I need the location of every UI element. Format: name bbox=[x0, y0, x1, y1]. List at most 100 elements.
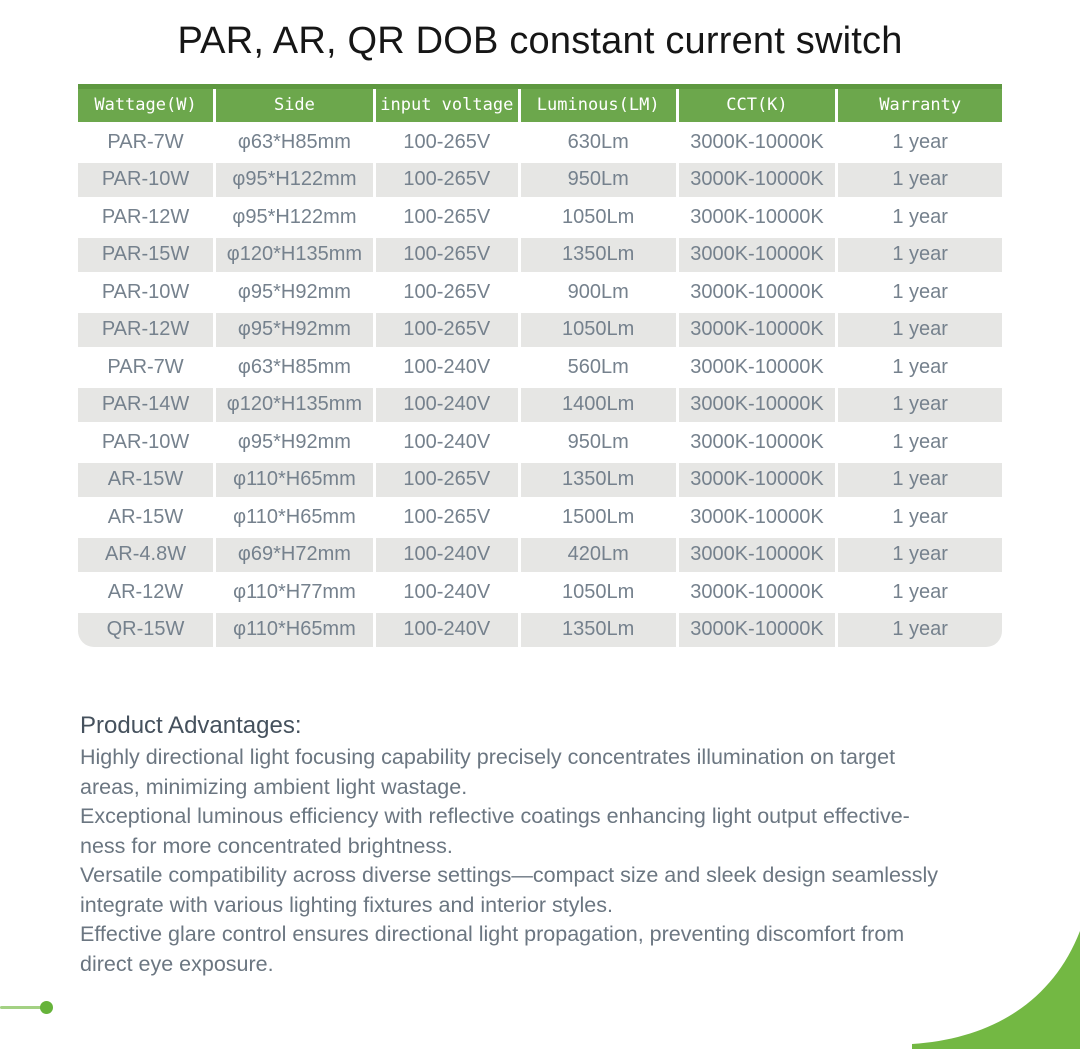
corner-swoosh-decoration bbox=[912, 931, 1080, 1049]
product-advantages-section: Product Advantages: Highly directional l… bbox=[80, 712, 1070, 979]
table-cell: 1 year bbox=[838, 350, 1002, 385]
table-cell: φ120*H135mm bbox=[216, 387, 373, 422]
table-cell: 3000K-10000K bbox=[678, 425, 836, 460]
table-cell: 420Lm bbox=[520, 537, 676, 572]
table-cell: φ110*H65mm bbox=[216, 500, 373, 535]
table-row: AR-12W φ110*H77mm 100-240V 1050Lm 3000K-1000… bbox=[78, 575, 1002, 610]
table-cell: 1350Lm bbox=[520, 612, 676, 647]
table-cell: 1 year bbox=[838, 612, 1002, 647]
table-cell: 3000K-10000K bbox=[678, 462, 836, 497]
advantage-paragraph: Exceptional luminous efficiency with ref… bbox=[80, 804, 910, 858]
advantage-paragraph: Versatile compatibility across diverse s… bbox=[80, 863, 938, 917]
table-cell: 1 year bbox=[838, 237, 1002, 272]
table-cell: 1 year bbox=[838, 387, 1002, 422]
table-cell: 1 year bbox=[838, 500, 1002, 535]
table-cell: PAR-7W bbox=[78, 350, 214, 385]
table-cell: φ63*H85mm bbox=[216, 125, 373, 160]
table-cell: 1050Lm bbox=[520, 200, 676, 235]
table-cell: 950Lm bbox=[520, 162, 676, 197]
table-row: PAR-14W φ120*H135mm 100-240V 1400Lm 3000K-10… bbox=[78, 387, 1002, 422]
table-cell: 1 year bbox=[838, 275, 1002, 310]
table-cell: 3000K-10000K bbox=[678, 537, 836, 572]
table-cell: 900Lm bbox=[520, 275, 676, 310]
table-cell: PAR-10W bbox=[78, 275, 214, 310]
table-cell: AR-15W bbox=[78, 462, 214, 497]
table-cell: 1400Lm bbox=[520, 387, 676, 422]
accent-line-decoration bbox=[0, 1006, 42, 1009]
table-cell: 1 year bbox=[838, 125, 1002, 160]
table-row: PAR-12W φ95*H122mm 100-265V 1050Lm 3000K-100… bbox=[78, 200, 1002, 235]
column-header-side: Side bbox=[216, 84, 373, 122]
table-cell: φ95*H92mm bbox=[216, 312, 373, 347]
table-cell: QR-15W bbox=[78, 612, 214, 647]
table-cell: 100-265V bbox=[375, 500, 518, 535]
table-cell: 1350Lm bbox=[520, 237, 676, 272]
column-header-input-voltage: input voltage bbox=[375, 84, 518, 122]
table-cell: 3000K-10000K bbox=[678, 312, 836, 347]
table-cell: 100-265V bbox=[375, 462, 518, 497]
column-header-cct: CCT(K) bbox=[678, 84, 836, 122]
table-cell: 3000K-10000K bbox=[678, 500, 836, 535]
table-row: PAR-12W φ95*H92mm 100-265V 1050Lm 3000K-1000… bbox=[78, 312, 1002, 347]
table-cell: φ110*H77mm bbox=[216, 575, 373, 610]
table-cell: 3000K-10000K bbox=[678, 125, 836, 160]
table-row: AR-15W φ110*H65mm 100-265V 1500Lm 3000K-1000… bbox=[78, 500, 1002, 535]
advantage-paragraph: Effective glare control ensures directio… bbox=[80, 922, 905, 976]
table-cell: PAR-12W bbox=[78, 200, 214, 235]
table-cell: AR-4.8W bbox=[78, 537, 214, 572]
table-cell: φ95*H122mm bbox=[216, 200, 373, 235]
spec-table-body: PAR-7W φ63*H85mm 100-265V 630Lm 3000K-10000K… bbox=[78, 125, 1002, 647]
table-cell: 1500Lm bbox=[520, 500, 676, 535]
table-cell: 1 year bbox=[838, 575, 1002, 610]
table-cell: 100-240V bbox=[375, 537, 518, 572]
table-cell: 100-265V bbox=[375, 275, 518, 310]
table-cell: 100-240V bbox=[375, 575, 518, 610]
table-row: PAR-7W φ63*H85mm 100-265V 630Lm 3000K-10000K… bbox=[78, 125, 1002, 160]
table-cell: 1 year bbox=[838, 162, 1002, 197]
table-cell: φ110*H65mm bbox=[216, 612, 373, 647]
table-cell: φ95*H92mm bbox=[216, 425, 373, 460]
table-cell: 3000K-10000K bbox=[678, 350, 836, 385]
table-row: PAR-7W φ63*H85mm 100-240V 560Lm 3000K-10000K… bbox=[78, 350, 1002, 385]
table-cell: φ120*H135mm bbox=[216, 237, 373, 272]
table-row: PAR-10W φ95*H92mm 100-265V 900Lm 3000K-10000… bbox=[78, 275, 1002, 310]
spec-table-header: Wattage(W) Side input voltage Luminous(L… bbox=[78, 84, 1002, 122]
table-cell: 630Lm bbox=[520, 125, 676, 160]
table-cell: 560Lm bbox=[520, 350, 676, 385]
advantages-heading: Product Advantages: bbox=[80, 712, 302, 739]
table-row: AR-4.8W φ69*H72mm 100-240V 420Lm 3000K-10000… bbox=[78, 537, 1002, 572]
table-row: PAR-10W φ95*H122mm 100-265V 950Lm 3000K-1000… bbox=[78, 162, 1002, 197]
table-cell: 3000K-10000K bbox=[678, 575, 836, 610]
table-cell: 100-240V bbox=[375, 425, 518, 460]
table-row: PAR-10W φ95*H92mm 100-240V 950Lm 3000K-10000… bbox=[78, 425, 1002, 460]
table-cell: φ69*H72mm bbox=[216, 537, 373, 572]
table-cell: 1050Lm bbox=[520, 312, 676, 347]
spec-table: Wattage(W) Side input voltage Luminous(L… bbox=[78, 84, 1002, 647]
table-cell: 100-240V bbox=[375, 387, 518, 422]
table-cell: 3000K-10000K bbox=[678, 162, 836, 197]
accent-dot-decoration bbox=[40, 1001, 53, 1014]
advantage-paragraph: Highly directional light focusing capabi… bbox=[80, 745, 896, 799]
table-row: PAR-15W φ120*H135mm 100-265V 1350Lm 3000K-10… bbox=[78, 237, 1002, 272]
table-cell: φ110*H65mm bbox=[216, 462, 373, 497]
column-header-luminous: Luminous(LM) bbox=[520, 84, 676, 122]
column-header-wattage: Wattage(W) bbox=[78, 84, 214, 122]
table-cell: 1050Lm bbox=[520, 575, 676, 610]
table-cell: φ95*H122mm bbox=[216, 162, 373, 197]
table-cell: 1 year bbox=[838, 425, 1002, 460]
column-header-warranty: Warranty bbox=[838, 84, 1002, 122]
table-cell: 3000K-10000K bbox=[678, 237, 836, 272]
table-cell: 1 year bbox=[838, 312, 1002, 347]
table-cell: 1350Lm bbox=[520, 462, 676, 497]
table-cell: PAR-7W bbox=[78, 125, 214, 160]
table-cell: PAR-14W bbox=[78, 387, 214, 422]
table-cell: PAR-12W bbox=[78, 312, 214, 347]
table-cell: 100-265V bbox=[375, 125, 518, 160]
table-cell: 100-240V bbox=[375, 612, 518, 647]
table-cell: AR-12W bbox=[78, 575, 214, 610]
table-cell: 100-240V bbox=[375, 350, 518, 385]
table-cell: 100-265V bbox=[375, 312, 518, 347]
table-cell: 3000K-10000K bbox=[678, 200, 836, 235]
table-cell: 1 year bbox=[838, 462, 1002, 497]
table-cell: 100-265V bbox=[375, 162, 518, 197]
